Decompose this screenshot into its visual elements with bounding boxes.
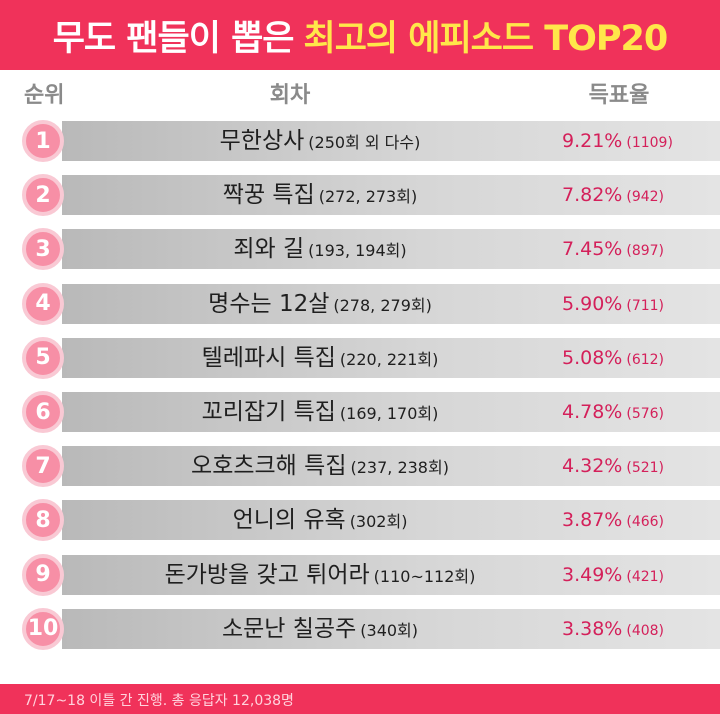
- table-row: 10 소문난 칠공주 (340회) 3.38% (408): [0, 602, 720, 656]
- header-banner: 무도 팬들이 뽑은 최고의 에피소드 TOP20: [0, 0, 720, 70]
- rank-badge: 7: [22, 445, 64, 488]
- row-bar: [62, 446, 720, 487]
- row-bar: [62, 554, 720, 595]
- rank-badge: 6: [22, 391, 64, 433]
- episode-cell: 돈가방을 갖고 튀어라 (110~112회): [80, 548, 560, 602]
- row-bar: [62, 175, 720, 216]
- episode-name: 돈가방을 갖고 튀어라: [164, 561, 370, 588]
- episode-name: 짝꿍 특집: [222, 182, 315, 209]
- vote-percent: 7.82%: [562, 184, 623, 207]
- table-row: 6 꼬리잡기 특집 (169, 170회) 4.78% (576): [0, 385, 720, 439]
- episode-numbers: (220, 221회): [339, 349, 439, 369]
- rank-badge: 9: [22, 553, 64, 596]
- column-header-vote: 득표율: [588, 83, 650, 108]
- rank-badge: 5: [22, 336, 64, 379]
- episode-numbers: (110~112회): [373, 566, 476, 586]
- vote-percent: 4.78%: [562, 401, 623, 423]
- rank-badge: 8: [22, 499, 64, 542]
- vote-count: (897): [626, 243, 665, 260]
- vote-percent: 3.49%: [562, 563, 623, 586]
- vote-count: (942): [626, 189, 665, 206]
- vote-cell: 5.08% (612): [562, 331, 702, 385]
- vote-cell: 4.78% (576): [562, 385, 702, 439]
- episode-numbers: (278, 279회): [333, 295, 432, 315]
- vote-percent: 5.08%: [562, 346, 623, 369]
- episode-numbers: (193, 194회): [308, 241, 407, 261]
- table-row: 4 명수는 12살 (278, 279회) 5.90% (711): [0, 277, 720, 331]
- table-row: 8 언니의 유혹 (302회) 3.87% (466): [0, 493, 720, 547]
- episode-name: 언니의 유혹: [232, 507, 346, 534]
- vote-count: (408): [626, 622, 665, 639]
- vote-cell: 4.32% (521): [562, 439, 702, 493]
- vote-cell: 3.38% (408): [562, 602, 702, 656]
- vote-percent: 4.32%: [562, 455, 623, 478]
- episode-name: 오호츠크해 특집: [191, 453, 347, 480]
- episode-cell: 죄와 길 (193, 194회): [80, 222, 560, 276]
- episode-cell: 짝꿍 특집 (272, 273회): [80, 168, 560, 222]
- header-title-white: 무도 팬들이 뽑은: [52, 18, 295, 59]
- vote-count: (1109): [626, 135, 673, 151]
- vote-count: (576): [626, 406, 665, 422]
- episode-numbers: (302회): [349, 512, 408, 532]
- vote-count: (612): [626, 351, 665, 368]
- vote-count: (521): [626, 460, 665, 477]
- vote-cell: 3.87% (466): [562, 493, 702, 547]
- row-bar: [62, 121, 720, 161]
- row-bar: [62, 500, 720, 541]
- episode-cell: 오호츠크해 특집 (237, 238회): [80, 439, 560, 493]
- episode-numbers: (169, 170회): [339, 404, 439, 423]
- vote-count: (711): [626, 297, 665, 314]
- vote-count: (421): [626, 568, 665, 585]
- table-row: 9 돈가방을 갖고 튀어라 (110~112회) 3.49% (421): [0, 548, 720, 602]
- rank-badge: 2: [22, 174, 64, 217]
- episode-cell: 언니의 유혹 (302회): [80, 493, 560, 547]
- episode-numbers: (340회): [360, 620, 419, 640]
- vote-percent: 3.38%: [562, 617, 623, 640]
- episode-name: 텔레파시 특집: [201, 344, 336, 371]
- header-title-yellow: 최고의 에피소드 TOP20: [303, 18, 669, 59]
- vote-percent: 7.45%: [562, 238, 623, 261]
- episode-numbers: (272, 273회): [318, 187, 418, 207]
- episode-name: 명수는 12살: [208, 290, 330, 317]
- episode-cell: 꼬리잡기 특집 (169, 170회): [80, 385, 560, 439]
- episode-cell: 명수는 12살 (278, 279회): [80, 277, 560, 331]
- vote-percent: 3.87%: [562, 509, 623, 532]
- vote-cell: 7.82% (942): [562, 168, 702, 222]
- episode-name: 무한상사: [219, 128, 305, 154]
- episode-numbers: (250회 외 다수): [308, 133, 421, 152]
- row-bar: [62, 337, 720, 378]
- row-bar: [62, 283, 720, 324]
- episode-numbers: (237, 238회): [350, 458, 449, 478]
- rank-badge: 1: [22, 120, 64, 162]
- row-bar: [62, 229, 720, 270]
- row-bar: [62, 392, 720, 432]
- vote-cell: 9.21% (1109): [562, 114, 702, 168]
- episode-name: 꼬리잡기 특집: [201, 399, 336, 425]
- column-header-rank: 순위: [24, 83, 65, 108]
- footer-note: 7/17~18 이틀 간 진행. 총 응답자 12,038명: [24, 693, 294, 709]
- vote-percent: 9.21%: [562, 130, 623, 152]
- episode-cell: 무한상사 (250회 외 다수): [80, 114, 560, 168]
- table-row: 1 무한상사 (250회 외 다수) 9.21% (1109): [0, 114, 720, 168]
- table-row: 7 오호츠크해 특집 (237, 238회) 4.32% (521): [0, 439, 720, 493]
- episode-name: 소문난 칠공주: [221, 615, 357, 642]
- rank-badge: 4: [22, 282, 64, 325]
- table-row: 5 텔레파시 특집 (220, 221회) 5.08% (612): [0, 331, 720, 385]
- vote-cell: 7.45% (897): [562, 222, 702, 276]
- column-header-episode: 회차: [269, 83, 311, 108]
- episode-name: 죄와 길: [233, 236, 305, 263]
- footer-bar: 7/17~18 이틀 간 진행. 총 응답자 12,038명: [0, 684, 720, 714]
- episode-cell: 텔레파시 특집 (220, 221회): [80, 331, 560, 385]
- vote-count: (466): [626, 514, 665, 531]
- episode-cell: 소문난 칠공주 (340회): [80, 602, 560, 656]
- vote-cell: 5.90% (711): [562, 277, 702, 331]
- row-bar: [62, 608, 720, 649]
- rank-badge: 3: [22, 228, 64, 271]
- table-row: 2 짝꿍 특집 (272, 273회) 7.82% (942): [0, 168, 720, 222]
- rank-badge: 10: [22, 607, 64, 650]
- vote-cell: 3.49% (421): [562, 548, 702, 602]
- vote-percent: 5.90%: [562, 292, 623, 315]
- table-row: 3 죄와 길 (193, 194회) 7.45% (897): [0, 222, 720, 276]
